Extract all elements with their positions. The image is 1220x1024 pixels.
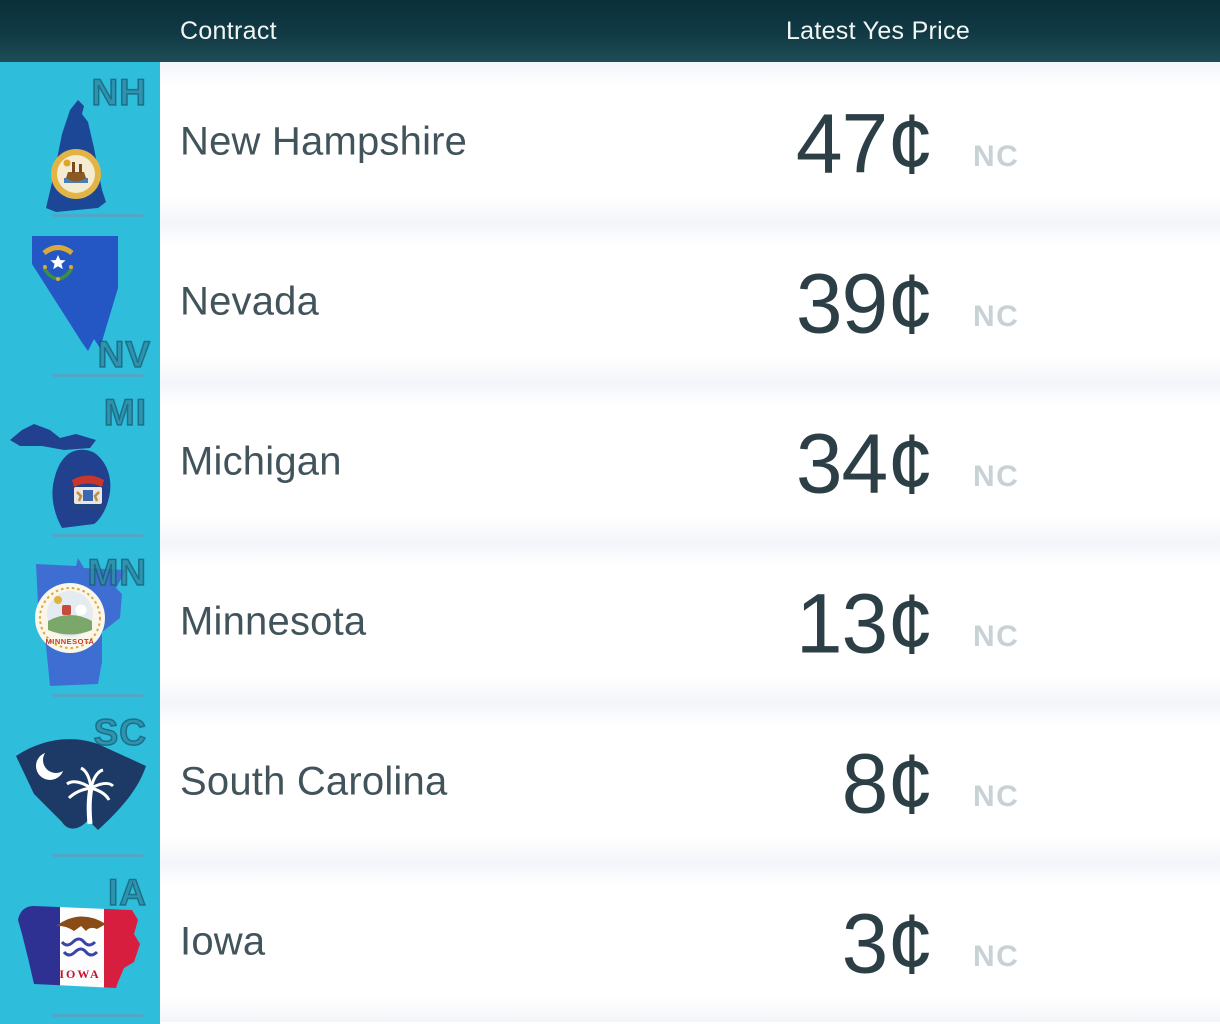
contract-name: Iowa [180,919,266,964]
michigan-flag-map-icon [10,424,111,528]
state-abbr-label: IA [107,871,147,914]
latest-yes-price-column-header: Latest Yes Price [785,17,971,45]
contract-row-south-carolina[interactable]: South Carolina 8¢ NC [160,702,1220,862]
latest-yes-price: 34¢ [795,416,934,511]
svg-text:MINNESOTA: MINNESOTA [46,637,95,646]
latest-yes-price: 47¢ [795,96,934,191]
contract-name: Nevada [180,279,320,324]
nevada-flag-map-icon [32,236,118,351]
contracts-table: New Hampshire 47¢ NC Nevada 39¢ NC Michi… [160,62,1220,1024]
contract-name: South Carolina [180,759,448,804]
state-tile-new-hampshire[interactable]: NH [0,62,160,222]
state-abbr-label: NH [91,71,147,114]
contract-row-michigan[interactable]: Michigan 34¢ NC [160,382,1220,542]
contract-name: Minnesota [180,599,367,644]
south-carolina-flag-map-icon [16,739,146,830]
tile-watermark [52,214,144,217]
contract-row-nevada[interactable]: Nevada 39¢ NC [160,222,1220,382]
price-change-indicator: NC [973,300,1020,333]
tile-watermark [52,534,144,537]
state-abbr-label: SC [93,711,147,754]
tile-watermark [52,374,144,377]
new-hampshire-flag-map-icon [46,100,106,212]
state-tile-minnesota[interactable]: MINNESOTA MN [0,542,160,702]
state-abbr-label: MI [103,391,147,434]
state-tile-michigan[interactable]: MI [0,382,160,542]
price-change-indicator: NC [973,940,1020,973]
tile-watermark [52,694,144,697]
state-tile-south-carolina[interactable]: SC [0,702,160,862]
contract-column-header: Contract [180,17,277,45]
contract-name: Michigan [180,439,342,484]
contract-name: New Hampshire [180,119,468,164]
contract-row-minnesota[interactable]: Minnesota 13¢ NC [160,542,1220,702]
price-change-indicator: NC [973,140,1020,173]
tile-watermark [52,854,144,857]
state-tile-iowa[interactable]: IOWA IA [0,862,160,1022]
state-icon-sidebar: NH NV MI [0,62,160,1024]
state-abbr-label: MN [87,551,147,594]
iowa-flag-map-icon: IOWA [18,906,140,988]
tile-watermark [52,1014,144,1017]
svg-text:IOWA: IOWA [59,967,100,981]
contract-row-new-hampshire[interactable]: New Hampshire 47¢ NC [160,62,1220,222]
state-tile-nevada[interactable]: NV [0,222,160,382]
latest-yes-price: 3¢ [841,896,934,991]
price-change-indicator: NC [973,460,1020,493]
price-change-indicator: NC [973,780,1020,813]
latest-yes-price: 13¢ [795,576,934,671]
table-header-bar: Contract Latest Yes Price [0,0,1220,62]
minnesota-flag-map-icon: MINNESOTA [35,558,126,686]
latest-yes-price: 8¢ [841,736,934,831]
latest-yes-price: 39¢ [795,256,934,351]
price-change-indicator: NC [973,620,1020,653]
contract-row-iowa[interactable]: Iowa 3¢ NC [160,862,1220,1022]
state-abbr-label: NV [97,333,151,376]
